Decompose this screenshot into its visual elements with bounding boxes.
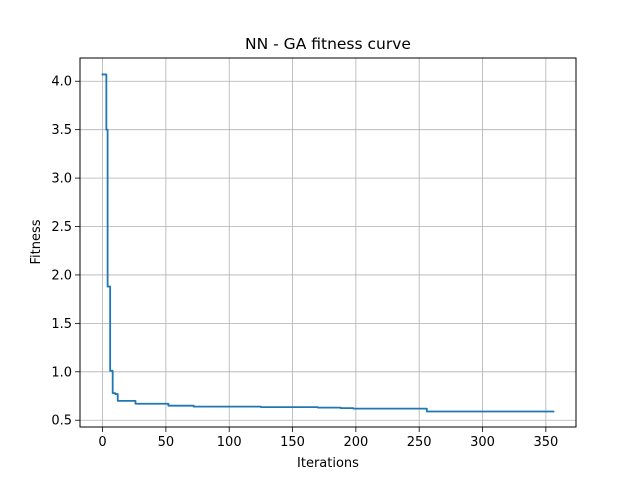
y-tick-label: 2.0 (51, 268, 72, 283)
x-tick-label: 300 (470, 435, 495, 450)
x-tick-label: 250 (407, 435, 432, 450)
y-tick-label: 0.5 (51, 414, 72, 429)
x-tick-label: 350 (533, 435, 558, 450)
grid-layer (80, 58, 576, 427)
y-tick-label: 2.5 (51, 220, 72, 235)
x-tick-label: 0 (98, 435, 106, 450)
x-axis-label: Iterations (297, 456, 359, 471)
series-layer (101, 73, 555, 413)
y-tick-label: 4.0 (51, 75, 72, 90)
y-tick-label: 3.5 (51, 123, 72, 138)
x-tick-label: 50 (158, 435, 175, 450)
y-tick-label: 1.5 (51, 317, 72, 332)
x-tick-label: 150 (280, 435, 305, 450)
plot-frame (79, 57, 577, 428)
y-tick-label: 1.0 (51, 365, 72, 380)
tick-layer: 0 50 100 150 200 250 300 350 0.5 1.0 1.5 2.0 2.5 3.0 3… (51, 75, 558, 450)
fitness-series-line (101, 73, 555, 413)
x-tick-label: 200 (343, 435, 368, 450)
y-tick-label: 3.0 (51, 172, 72, 187)
chart-title: NN - GA fitness curve (245, 35, 411, 53)
x-tick-label: 100 (217, 435, 242, 450)
y-axis-label: Fitness (29, 219, 44, 264)
